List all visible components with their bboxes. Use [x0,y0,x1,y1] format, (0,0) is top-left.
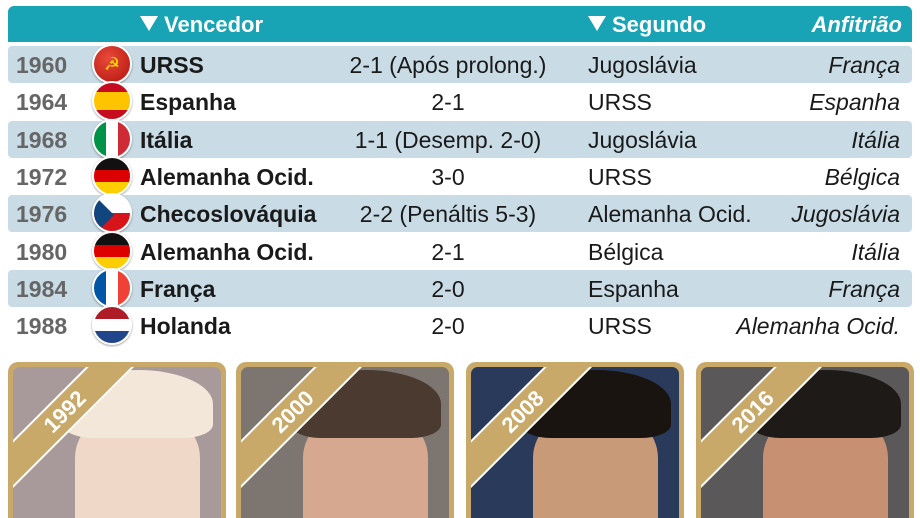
winner: França [140,275,216,302]
runner-up: Espanha [588,275,679,302]
year: 1960 [16,52,68,78]
year: 1964 [16,89,68,116]
player-photo: 2016 [701,367,909,518]
host: França [828,52,900,78]
score: 2-1 [431,89,465,116]
table-row: 1984 França 2-0 Espanha França [8,267,912,308]
winner: URSS [140,52,204,78]
winner-header-label: Vencedor [164,12,264,37]
year: 1976 [16,201,68,228]
score: 3-0 [431,163,465,190]
spain-flag-icon [92,81,132,122]
winner: Checoslováquia [140,201,317,228]
player-photo-card: 2008 [466,362,684,518]
west-germany-flag-icon [92,230,132,271]
runner-up: Jugoslávia [588,52,697,78]
west-germany-flag-icon [92,155,132,196]
triangle-down-icon [588,16,606,31]
ussr-flag-icon: ☭ [92,44,132,84]
netherlands-flag-icon [92,305,132,346]
year: 1984 [16,275,68,302]
player-photo: 2000 [241,367,449,518]
player-photo-card: 2000 [236,362,454,518]
host: França [828,275,900,302]
host: Itália [851,126,900,153]
table-row: 1964 Espanha 2-1 URSS Espanha [8,81,912,122]
table-row: 1960 ☭ URSS 2-1 (Após prolong.) Jugosláv… [8,44,912,84]
winner-header: Vencedor [140,12,263,38]
year: 1980 [16,238,68,265]
runner-up: Jugoslávia [588,126,697,153]
italy-flag-icon [92,118,132,159]
winner: Espanha [140,89,236,116]
host-header: Anfitrião [811,12,902,37]
table-row: 1972 Alemanha Ocid. 3-0 URSS Bélgica [8,155,912,196]
host: Itália [851,238,900,265]
runner-up: URSS [588,313,652,340]
runner-up: URSS [588,89,652,116]
runner-up: Alemanha Ocid. [588,201,752,228]
host: Bélgica [824,163,900,190]
player-photo-card: 1992 [8,362,226,518]
second-header-label: Segundo [612,12,707,37]
host: Espanha [809,89,900,116]
table-row: 1976 Checoslováquia 2-2 (Penáltis 5-3) A… [8,193,912,234]
table-row: 1988 Holanda 2-0 URSS Alemanha Ocid. [8,305,912,346]
player-photo: 1992 [13,367,221,518]
second-header: Segundo [588,12,706,38]
score: 2-2 (Penáltis 5-3) [359,201,537,228]
runner-up: Bélgica [588,238,664,265]
winner: Itália [140,126,193,153]
winner: Holanda [140,313,231,340]
winner: Alemanha Ocid. [140,163,314,190]
table-row: 1968 Itália 1-1 (Desemp. 2-0) Jugoslávia… [8,118,912,159]
host: Alemanha Ocid. [736,313,900,340]
france-flag-icon [92,267,132,308]
runner-up: URSS [588,163,652,190]
host: Jugoslávia [791,201,900,228]
score: 2-0 [431,275,465,302]
player-photo-card: 2016 [696,362,914,518]
score: 2-1 (Após prolong.) [349,52,547,78]
year: 1968 [16,126,68,153]
score: 2-1 [431,238,465,265]
year: 1988 [16,313,68,340]
score: 1-1 (Desemp. 2-0) [354,126,542,153]
player-photo: 2008 [471,367,679,518]
czechoslovakia-flag-icon [92,193,132,234]
score: 2-0 [431,313,465,340]
year: 1972 [16,163,68,190]
table-header: Vencedor Segundo Anfitrião [8,6,912,42]
table-row: 1980 Alemanha Ocid. 2-1 Bélgica Itália [8,230,912,271]
winner: Alemanha Ocid. [140,238,314,265]
triangle-down-icon [140,16,158,31]
